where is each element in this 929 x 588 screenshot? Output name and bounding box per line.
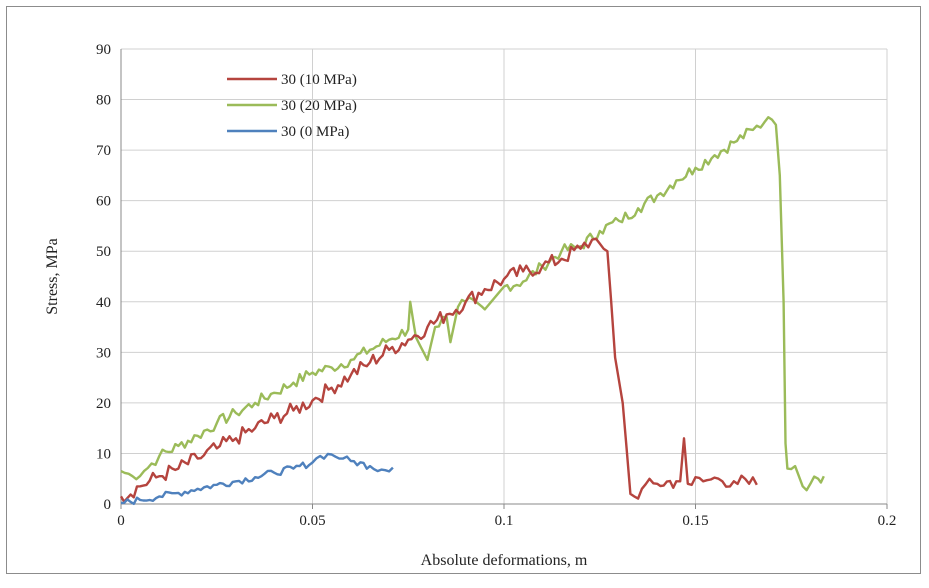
chart-frame: 0 10 20 30 40 50 60 70 80 90 0 0.05 0.1 0.15 0.2 30 (1… [6,6,921,574]
x-tick-label: 0.2 [878,513,897,529]
legend-label-2: 30 (0 MPa) [281,124,349,140]
series-line-2 [120,452,394,506]
y-tick-label: 90 [96,42,111,58]
y-tick-label: 20 [96,396,111,412]
grid-lines [121,48,888,505]
axes: 0 10 20 30 40 50 60 70 80 90 0 0.05 0.1 0.15 0.2 [96,42,896,529]
y-tick-label: 70 [96,143,111,159]
x-tick-label: 0.1 [495,513,514,529]
x-axis-label: Absolute deformations, m [421,552,588,569]
x-tick-label: 0.05 [299,513,325,529]
legend: 30 (10 MPa) 30 (20 MPa) 30 (0 MPa) [227,72,357,140]
x-tick-label: 0 [117,513,125,529]
y-tick-label: 80 [96,93,111,109]
y-tick-label: 0 [104,497,112,513]
legend-label-0: 30 (10 MPa) [281,72,357,88]
stress-deformation-chart: 0 10 20 30 40 50 60 70 80 90 0 0.05 0.1 0.15 0.2 30 (1… [44,42,896,569]
series-line-0 [119,237,758,503]
legend-label-1: 30 (20 MPa) [281,98,357,114]
y-tick-label: 40 [96,295,111,311]
y-tick-label: 60 [96,194,111,210]
y-tick-label: 50 [96,244,111,260]
y-tick-label: 10 [96,446,111,462]
series-line-1 [120,116,825,492]
x-tick-label: 0.15 [682,513,708,529]
y-tick-label: 30 [96,345,111,361]
series-lines [119,116,825,506]
y-axis-label: Stress, MPa [44,238,61,314]
